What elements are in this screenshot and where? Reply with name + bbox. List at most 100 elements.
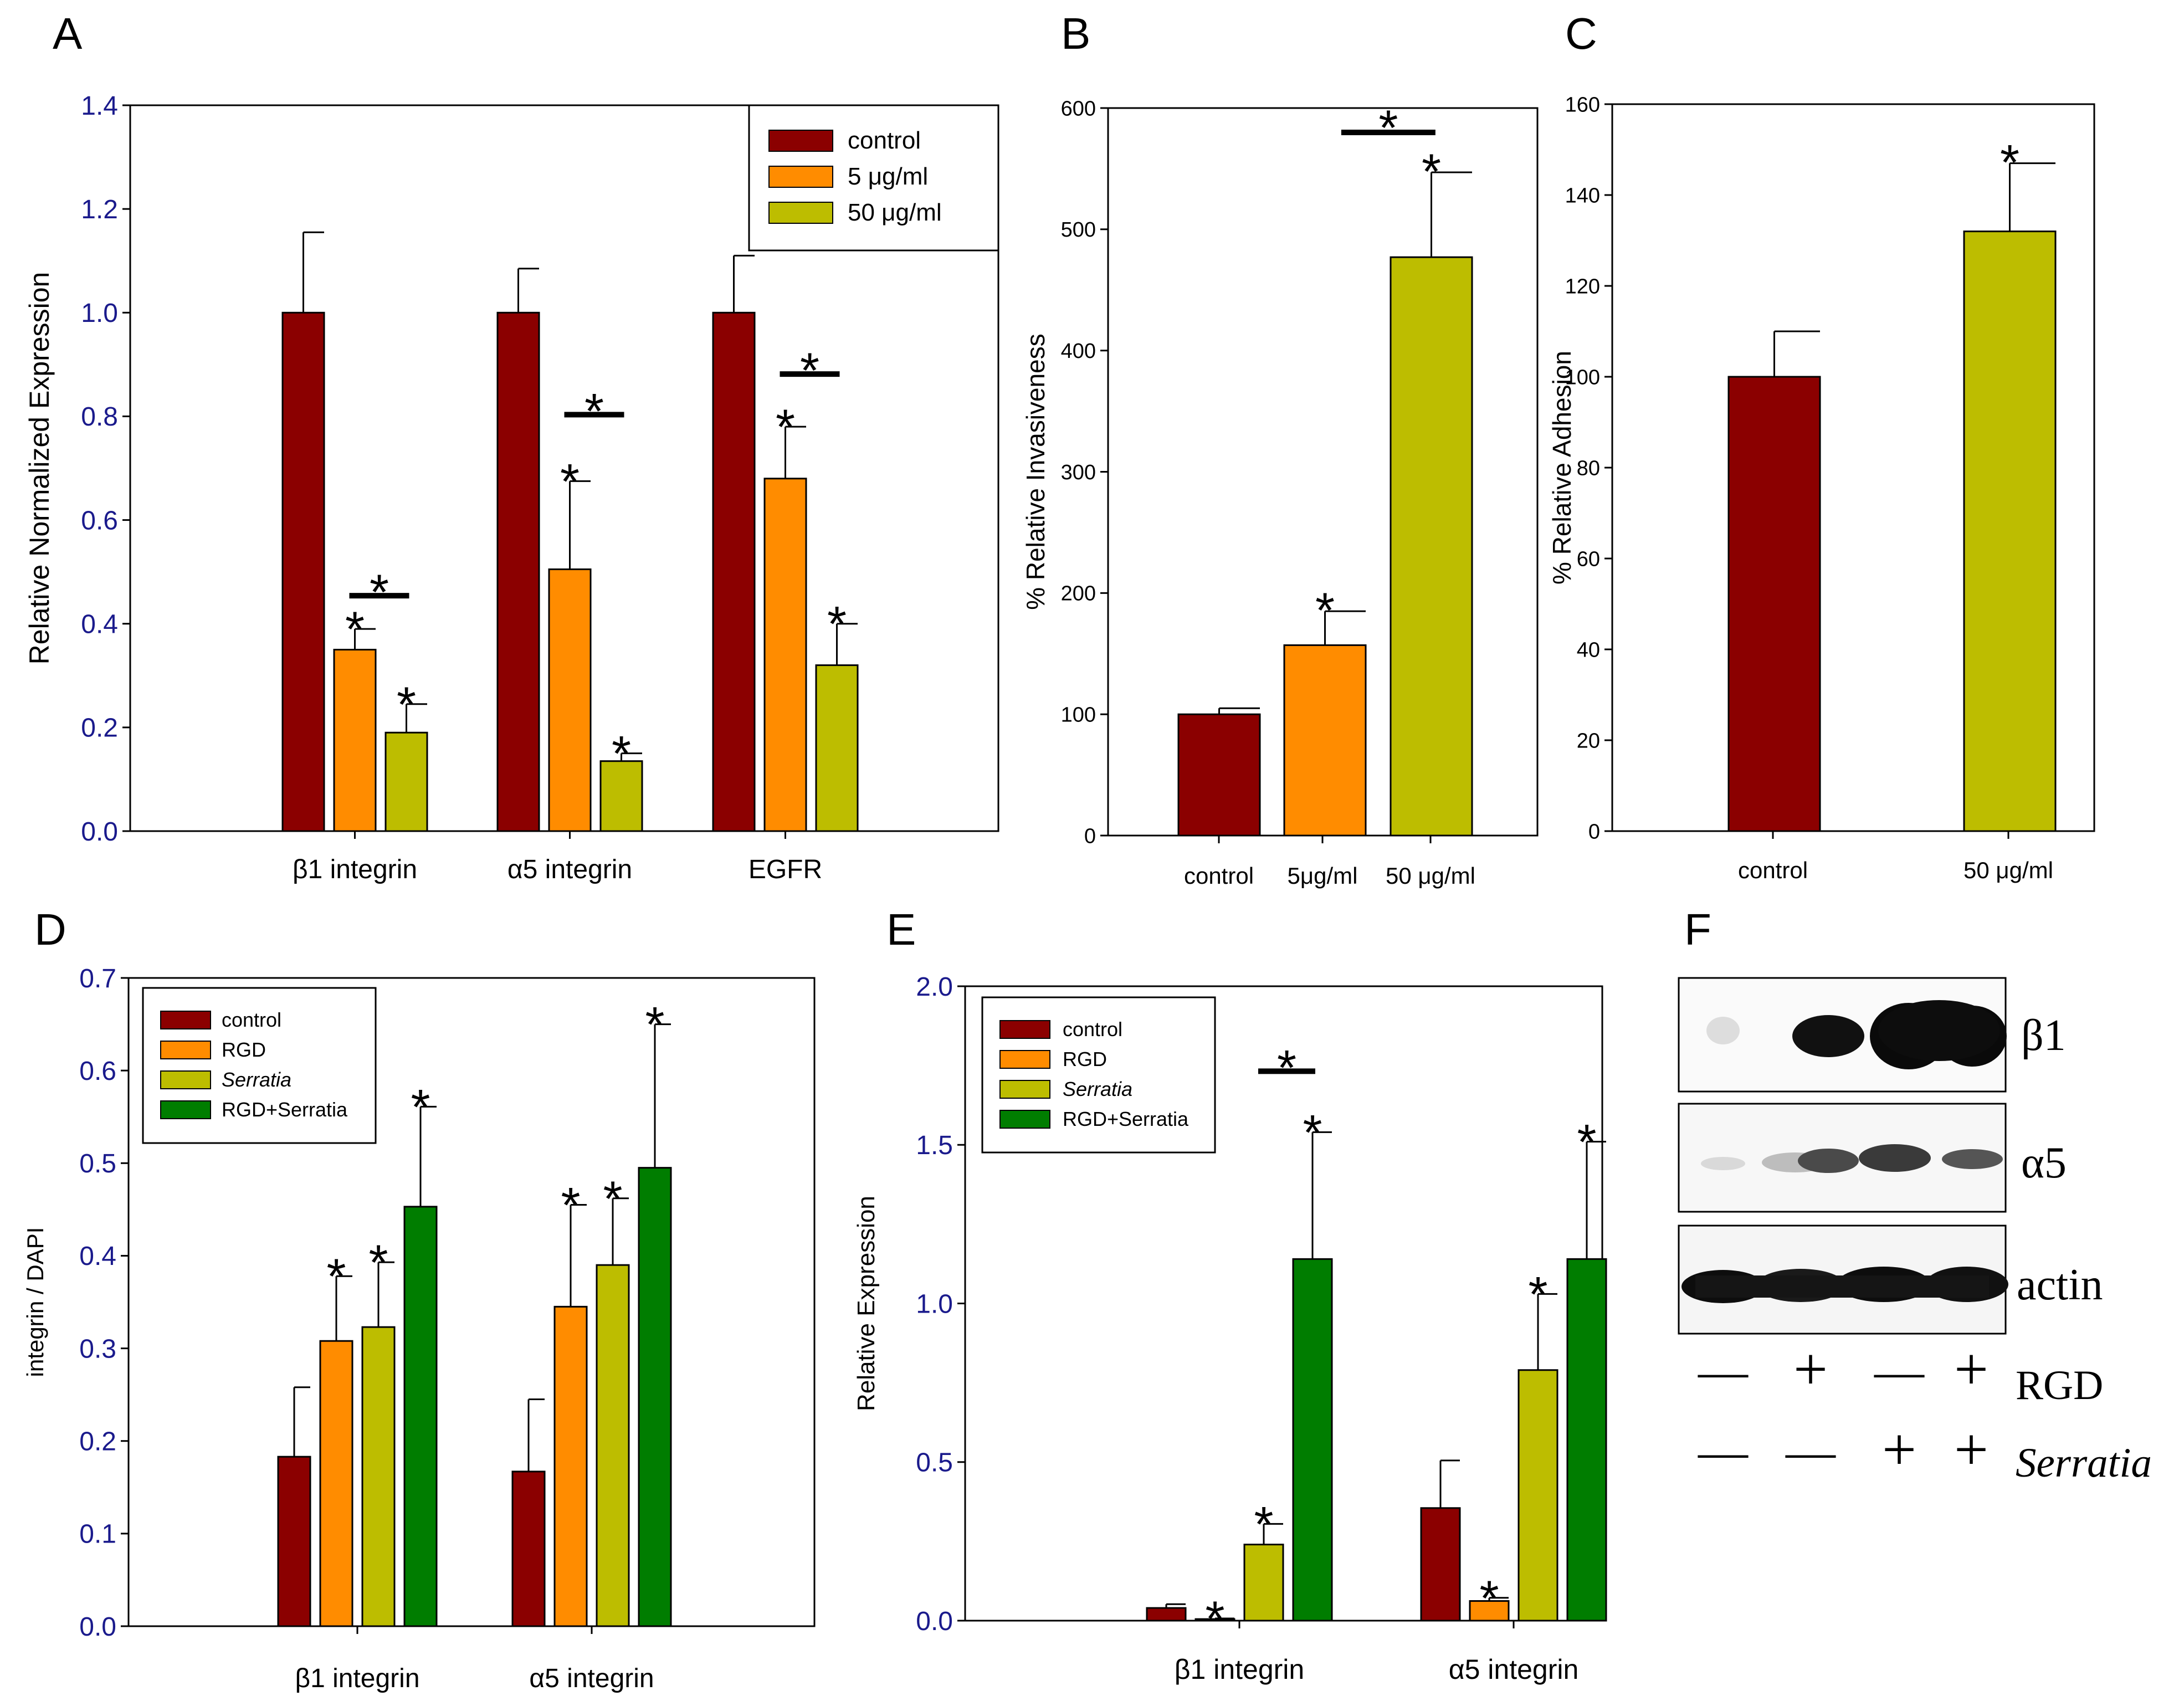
x-tick-label: control <box>1184 863 1254 889</box>
sign: + <box>1793 1335 1828 1403</box>
legend-d: control RGD Serratia RGD+Serratia <box>142 987 377 1144</box>
y-tick-label: 0.4 <box>79 1242 116 1271</box>
bar <box>1390 256 1473 837</box>
legend-e: control RGD Serratia RGD+Serratia <box>981 996 1216 1154</box>
significance-star: * <box>776 400 795 455</box>
significance-star: * <box>1277 1041 1296 1096</box>
y-tick-label: 120 <box>1565 275 1600 298</box>
bar <box>712 311 756 832</box>
bar <box>281 311 325 832</box>
sign: — <box>1874 1344 1925 1399</box>
significance-star: * <box>370 565 389 621</box>
y-tick-label: 200 <box>1061 582 1096 606</box>
significance-star: * <box>1205 1591 1224 1647</box>
significance-star: * <box>1254 1497 1273 1553</box>
significance-star: * <box>368 1236 388 1291</box>
y-tick-label: 0.0 <box>916 1607 953 1636</box>
legend-label: 50 μg/ml <box>848 199 942 226</box>
y-tick-label: 160 <box>1565 93 1600 116</box>
legend-swatch-control <box>999 1020 1050 1039</box>
legend-swatch-serratia <box>160 1070 211 1089</box>
bar <box>403 1206 438 1627</box>
legend-swatch-rgd <box>160 1041 211 1059</box>
row-label-serratia: Serratia <box>2016 1440 2152 1486</box>
y-tick-label: 2.0 <box>916 972 953 1002</box>
significance-star: * <box>1528 1267 1547 1323</box>
y-tick-label: 0.7 <box>79 964 116 993</box>
bar <box>1420 1507 1461 1622</box>
y-tick-label: 300 <box>1061 461 1096 484</box>
bar <box>553 1305 588 1627</box>
panel-c: C 0 20 40 60 80 100 120 140 160 % Relative Adhesio… <box>1547 9 2095 883</box>
y-tick-label: 0 <box>1084 824 1096 848</box>
serratia-sign-row: — — + + Serratia <box>1698 1416 2152 1486</box>
significance-star: * <box>585 384 604 439</box>
bar <box>333 649 377 832</box>
y-tick-label: 0.4 <box>81 610 118 639</box>
sign: — <box>1698 1425 1749 1479</box>
significance-star: * <box>326 1249 346 1305</box>
y-tick-label: 1.2 <box>81 195 118 224</box>
blot-label-actin: actin <box>2017 1261 2103 1309</box>
y-tick-label: 1.0 <box>81 299 118 328</box>
y-tick-label: 100 <box>1565 366 1600 389</box>
legend-swatch-serratia <box>999 1080 1050 1099</box>
y-axis-label: % Relative Invasiveness <box>1021 334 1050 610</box>
x-tick-label: control <box>1738 857 1808 883</box>
y-tick-label: 1.5 <box>916 1131 953 1160</box>
legend-swatch-5ug <box>768 166 833 188</box>
panel-label: E <box>886 905 916 954</box>
panel-b: B 0 100 200 300 400 500 600 % Relative Invasiven… <box>1021 9 1539 889</box>
y-tick-label: 0.0 <box>81 817 118 847</box>
y-tick-label: 0.2 <box>79 1427 116 1457</box>
significance-star: * <box>1303 1105 1322 1161</box>
significance-star: * <box>612 726 631 782</box>
bar <box>319 1340 353 1627</box>
legend-label: control <box>848 127 921 154</box>
bar <box>815 664 859 832</box>
x-tick-label: 50 μg/ml <box>1963 857 2053 883</box>
significance-star: * <box>1422 144 1441 199</box>
y-tick-label: 0.6 <box>81 506 118 535</box>
y-axis-label: Relative Expression <box>853 1196 880 1411</box>
legend-a: control 5 μg/ml 50 μg/ml <box>748 104 999 252</box>
x-tick-label: α5 integrin <box>507 855 632 884</box>
y-tick-label: 40 <box>1577 638 1600 662</box>
panel-label: C <box>1565 9 1597 58</box>
significance-star: * <box>800 344 819 399</box>
legend-label: Serratia <box>1063 1078 1132 1100</box>
bar <box>596 1264 630 1627</box>
significance-star: * <box>1577 1115 1596 1170</box>
panel-label: B <box>1061 9 1090 58</box>
y-tick-label: 0.3 <box>79 1334 116 1364</box>
x-tick-label: β1 integrin <box>1175 1654 1304 1685</box>
panel-label: A <box>53 9 83 58</box>
bar <box>511 1471 546 1627</box>
bar <box>1566 1258 1607 1622</box>
bar <box>548 568 592 832</box>
y-tick-label: 80 <box>1577 457 1600 480</box>
x-tick-label: EGFR <box>748 855 822 884</box>
bar <box>1283 644 1367 837</box>
y-tick-label: 0.8 <box>81 402 118 432</box>
significance-star: * <box>1378 100 1398 156</box>
x-tick-label: 5μg/ml <box>1288 863 1358 889</box>
y-axis-label: % Relative Adhesion <box>1547 351 1576 585</box>
x-tick-label: β1 integrin <box>293 855 417 884</box>
y-tick-label: 400 <box>1061 340 1096 363</box>
significance-star: * <box>827 597 847 652</box>
legend-label: RGD <box>222 1038 266 1061</box>
legend-swatch-control <box>768 130 833 152</box>
x-tick-label: 50 μg/ml <box>1386 863 1475 889</box>
bar <box>1517 1369 1558 1622</box>
bar <box>496 311 540 832</box>
y-tick-label: 600 <box>1061 97 1096 120</box>
legend-label: Serratia <box>222 1068 291 1091</box>
bar <box>638 1167 672 1627</box>
y-tick-label: 0 <box>1588 820 1600 843</box>
significance-star: * <box>603 1171 622 1227</box>
blot-beta1 <box>1678 977 2007 1093</box>
bar <box>1963 230 2057 832</box>
significance-star: * <box>397 677 416 732</box>
legend-swatch-50ug <box>768 202 833 224</box>
